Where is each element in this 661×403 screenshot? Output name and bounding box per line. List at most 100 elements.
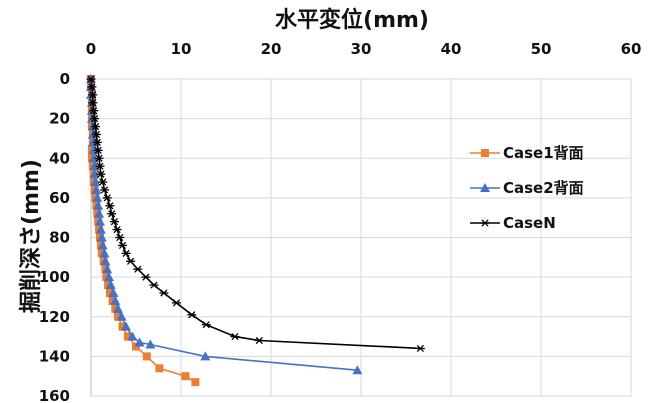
data-point-case1 <box>155 364 164 373</box>
data-point-casen <box>86 75 96 83</box>
data-point-case2 <box>352 365 363 375</box>
series-casen <box>86 75 425 353</box>
series-layer <box>86 74 425 387</box>
y-tick-label: 120 <box>39 308 70 326</box>
data-point-case1 <box>181 372 190 381</box>
grid <box>90 78 632 397</box>
data-point-case2 <box>95 216 105 226</box>
data-point-case2 <box>102 264 113 274</box>
data-point-casen <box>201 321 211 329</box>
legend-label: CaseN <box>503 214 556 232</box>
data-point-casen <box>89 107 99 115</box>
legend-label: Case1背面 <box>503 144 584 162</box>
data-point-casen <box>88 99 98 107</box>
data-point-case2 <box>127 331 138 341</box>
data-point-case2 <box>93 200 104 210</box>
data-point-casen <box>91 122 100 131</box>
data-point-casen <box>100 186 109 194</box>
data-point-case2 <box>89 169 100 179</box>
data-point-casen <box>105 202 115 210</box>
data-point-casen <box>102 194 112 202</box>
series-line-casen <box>90 78 421 350</box>
data-point-casen <box>126 257 136 265</box>
data-point-case2 <box>90 177 101 187</box>
y-tick-labels: 0 20 40 60 80 100 120 140 160 <box>39 70 70 403</box>
data-point-case1 <box>123 332 132 341</box>
data-point-case1 <box>191 378 200 387</box>
legend-item-casen: CaseN <box>470 214 556 232</box>
data-point-casen <box>96 170 106 178</box>
legend-swatch-marker <box>480 219 490 227</box>
data-point-case2 <box>99 248 110 258</box>
data-point-casen <box>415 344 425 353</box>
data-point-casen <box>88 91 98 99</box>
data-point-casen <box>230 332 240 341</box>
y-tick-label: 20 <box>49 110 70 128</box>
legend-swatch-marker <box>480 183 490 192</box>
data-point-casen <box>95 162 105 170</box>
y-tick-label: 140 <box>39 347 70 365</box>
data-point-casen <box>159 289 169 297</box>
data-point-casen <box>121 249 131 257</box>
y-tick-label: 80 <box>49 229 70 247</box>
x-tick-label: 40 <box>441 40 462 58</box>
data-point-casen <box>92 138 102 147</box>
y-tick-label: 160 <box>39 387 70 403</box>
data-point-case2 <box>105 280 116 290</box>
data-point-casen <box>98 178 108 186</box>
data-point-case1 <box>114 312 122 321</box>
x-tick-label: 50 <box>531 40 552 58</box>
data-point-casen <box>91 130 101 139</box>
series-case2 <box>86 74 363 375</box>
data-point-case2 <box>121 321 132 331</box>
data-point-casen <box>187 311 197 319</box>
data-point-case2 <box>88 153 99 163</box>
data-point-casen <box>93 146 103 154</box>
x-axis-title: 水平変位(mm) <box>275 7 429 33</box>
legend-item-case2: Case2背面 <box>470 179 584 197</box>
x-tick-label: 0 <box>86 40 96 58</box>
data-point-case2 <box>95 224 106 234</box>
data-point-case2 <box>89 161 100 171</box>
x-tick-labels: 0 10 20 30 40 50 60 <box>86 40 642 58</box>
data-point-case2 <box>94 208 105 218</box>
data-point-casen <box>118 241 127 250</box>
data-point-casen <box>87 83 97 91</box>
data-point-casen <box>254 336 264 345</box>
data-point-case1 <box>118 322 127 331</box>
legend-item-case1: Case1背面 <box>470 144 584 162</box>
y-tick-label: 40 <box>49 149 70 167</box>
data-point-case2 <box>134 337 145 347</box>
data-point-case1 <box>142 352 151 361</box>
data-point-case1 <box>105 288 114 297</box>
y-tick-label: 0 <box>60 70 70 88</box>
data-point-case2 <box>104 272 114 282</box>
data-point-casen <box>107 210 117 218</box>
data-point-case2 <box>200 351 211 361</box>
x-tick-label: 30 <box>351 40 372 58</box>
data-point-case2 <box>110 295 121 305</box>
data-point-casen <box>112 225 122 234</box>
data-point-casen <box>90 115 100 123</box>
data-point-case2 <box>108 287 119 297</box>
y-tick-label: 60 <box>49 189 70 207</box>
data-point-case2 <box>91 184 102 194</box>
x-tick-label: 60 <box>621 40 642 58</box>
y-axis-title: 掘削深さ(mm) <box>19 159 44 313</box>
data-point-case2 <box>145 339 156 349</box>
data-point-case2 <box>100 256 111 266</box>
data-point-casen <box>94 154 104 162</box>
x-tick-label: 10 <box>171 40 192 58</box>
legend: Case1背面 Case2背面 CaseN <box>470 144 584 232</box>
data-point-casen <box>133 265 143 273</box>
data-point-case2 <box>96 232 107 242</box>
y-tick-label: 100 <box>39 268 70 286</box>
data-point-casen <box>172 299 181 307</box>
data-point-case2 <box>116 311 127 321</box>
data-point-casen <box>141 273 151 281</box>
data-point-case2 <box>113 303 123 313</box>
data-point-case2 <box>97 240 108 250</box>
data-point-casen <box>109 218 119 226</box>
